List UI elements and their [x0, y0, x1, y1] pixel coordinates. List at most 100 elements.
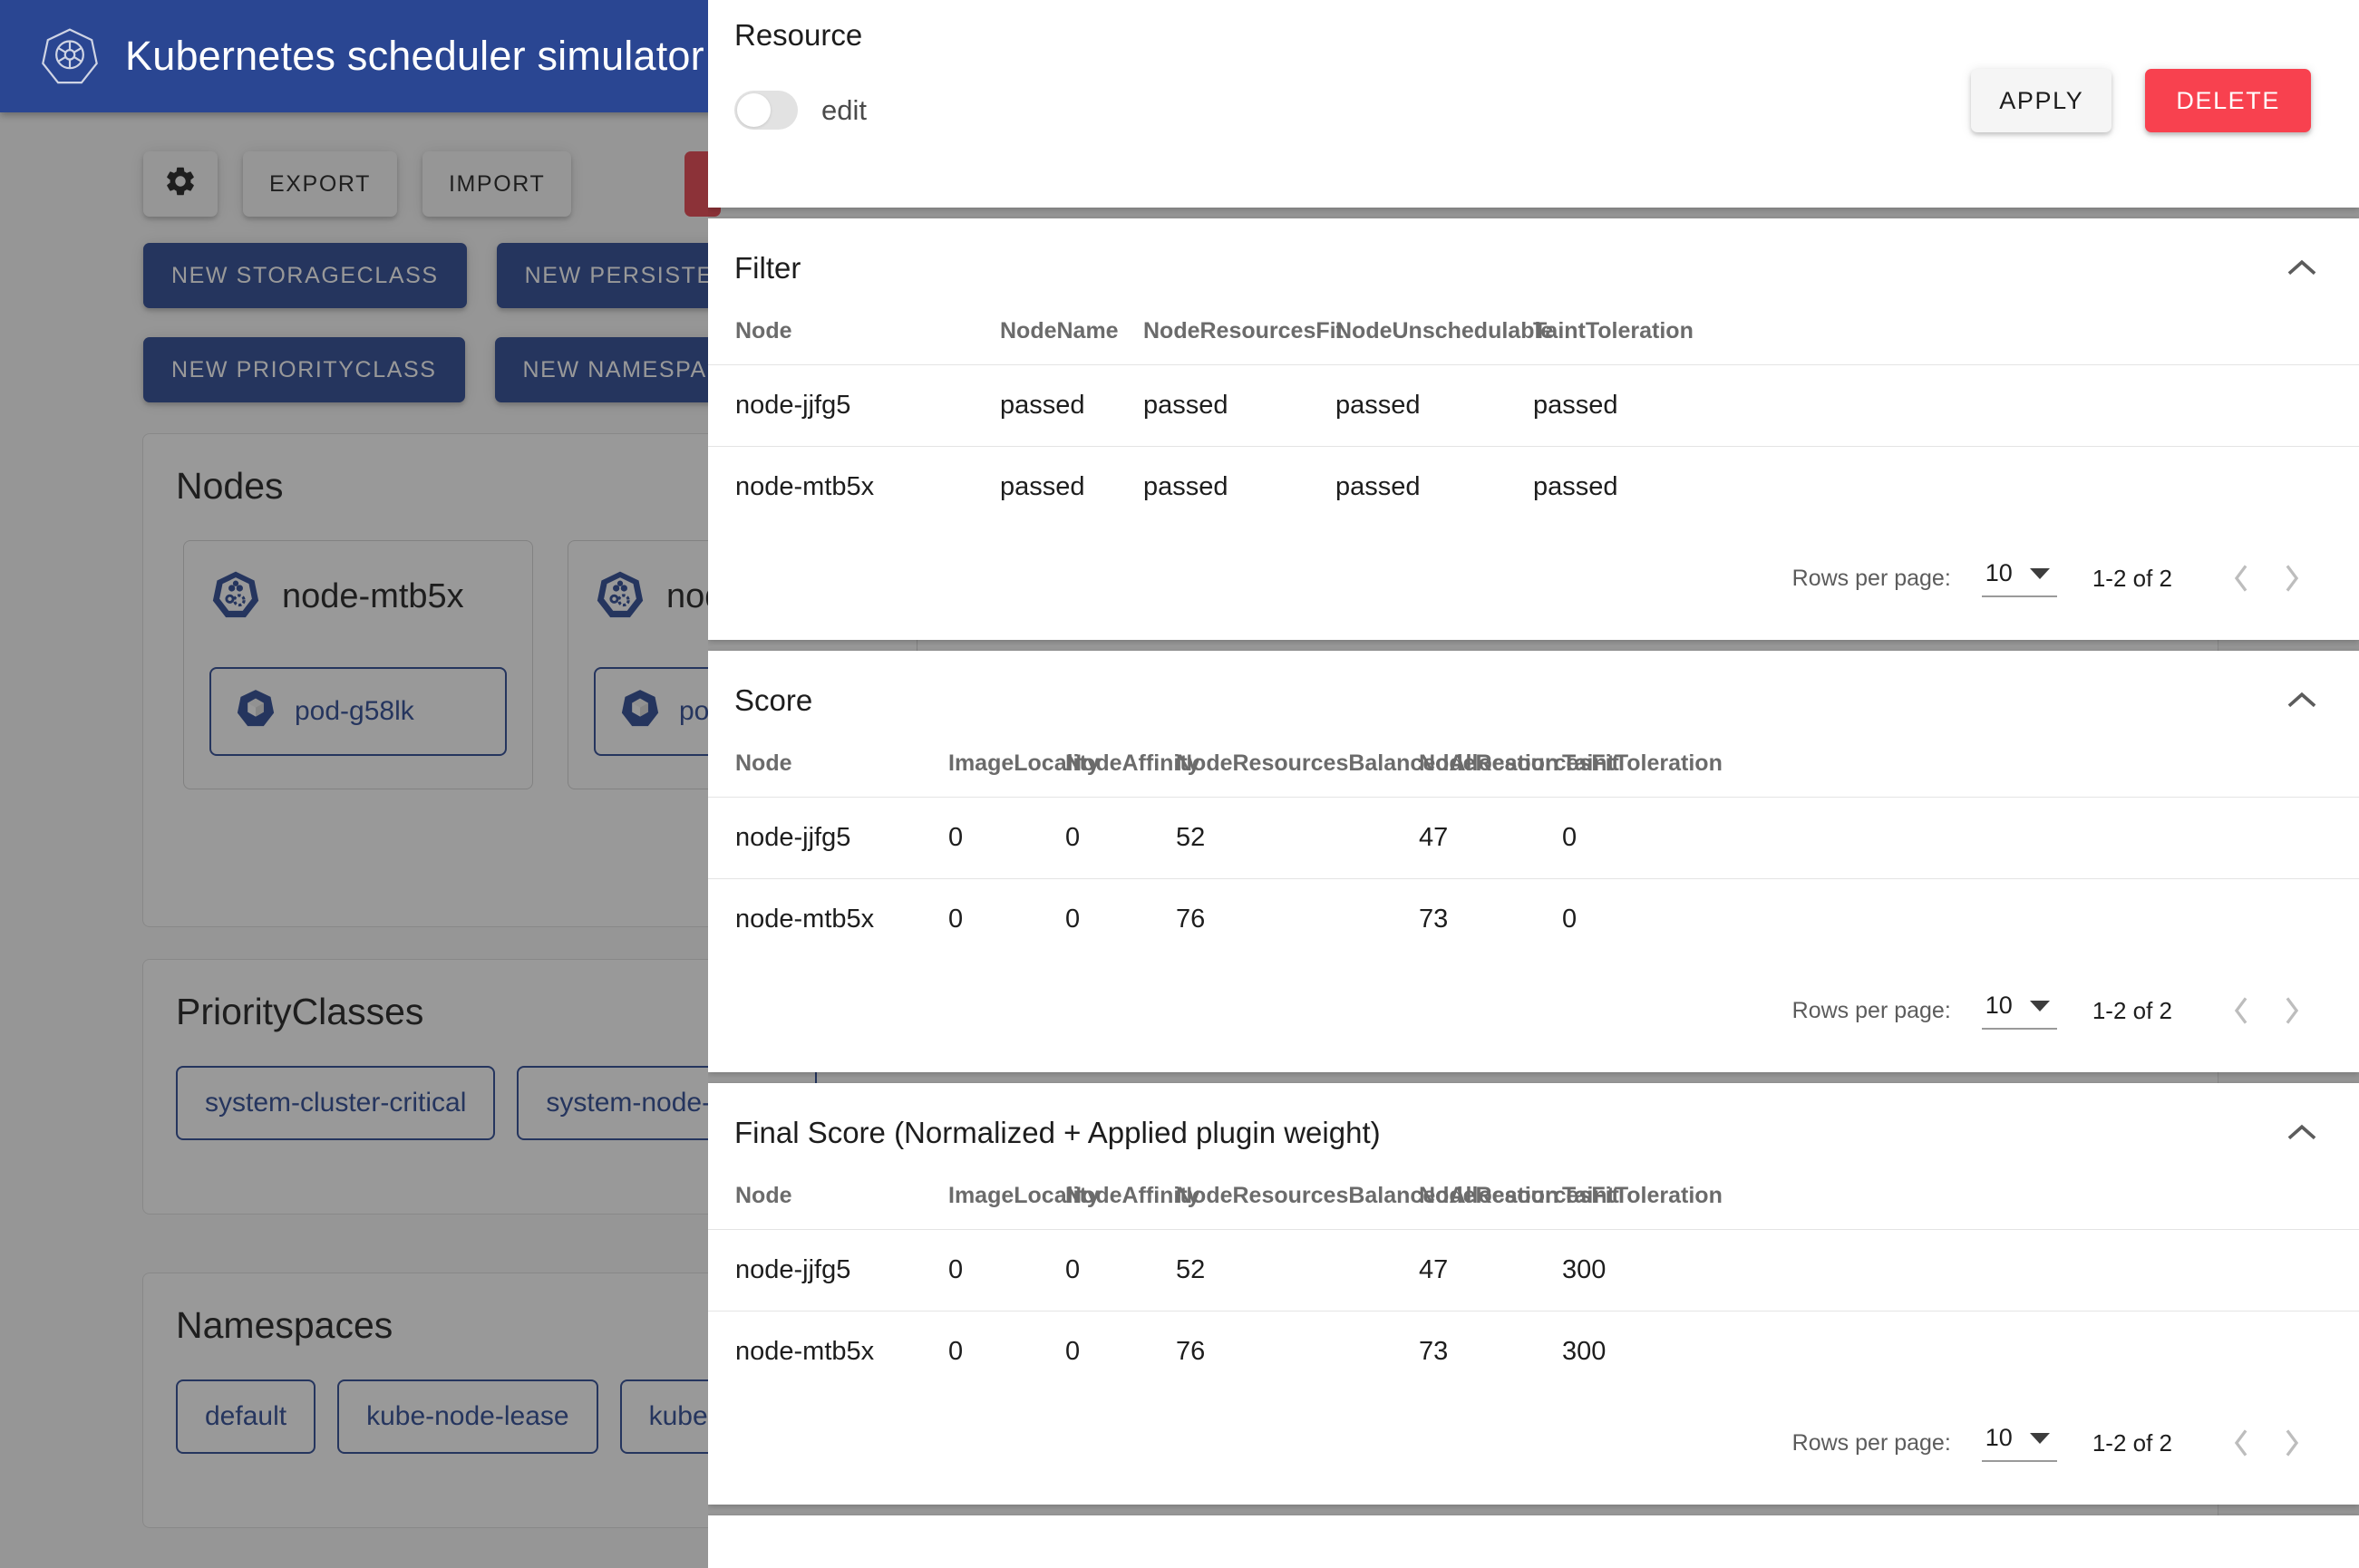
cell-value: passed: [1000, 446, 1143, 528]
cell-value: 0: [948, 1229, 1065, 1312]
column-header: NodeUnschedulable: [1335, 318, 1554, 344]
resource-actions: APPLY DELETE: [1971, 69, 2311, 132]
cell-value: 0: [1065, 1311, 1176, 1392]
namespaces-section-title: Namespaces: [176, 1304, 393, 1346]
column-header: Node: [735, 750, 792, 776]
cell-value: 0: [1065, 797, 1176, 879]
nodes-section-title: Nodes: [176, 465, 284, 507]
cell-value: 0: [1562, 878, 2359, 960]
final-score-section-title: Final Score (Normalized + Applied plugin…: [734, 1116, 1381, 1149]
table-header-row: Node NodeName NodeResourcesFit NodeUnsch…: [708, 318, 2359, 365]
table-row: node-jjfg5 0 0 52 47 0: [708, 797, 2359, 879]
resource-header-card: Resource edit APPLY DELETE: [708, 0, 2359, 208]
score-table: Node ImageLocality NodeAffinity NodeReso…: [708, 750, 2359, 960]
cell-value: 300: [1562, 1311, 2359, 1392]
apply-button[interactable]: APPLY: [1971, 69, 2112, 132]
delete-button[interactable]: DELETE: [2145, 69, 2311, 132]
chevron-up-icon[interactable]: [2286, 1123, 2317, 1141]
priorityclasses-section-title: PriorityClasses: [176, 991, 424, 1032]
column-header: NodeAffinity: [1065, 1183, 1200, 1208]
column-header: NodeResourcesFit: [1419, 1183, 1619, 1208]
cell-node: node-jjfg5: [708, 1229, 948, 1312]
score-pagination: Rows per page: 10 1-2 of 2: [708, 960, 2359, 1072]
settings-button[interactable]: [143, 151, 218, 217]
new-storageclass-button[interactable]: NEW STORAGECLASS: [143, 243, 467, 308]
cell-value: 300: [1562, 1229, 2359, 1312]
cell-node: node-mtb5x: [708, 446, 1000, 528]
filter-result-card: Filter Node NodeName NodeResourcesFit No…: [708, 218, 2359, 640]
table-row: node-mtb5x passed passed passed passed: [708, 446, 2359, 528]
chevron-down-icon: [2029, 567, 2050, 579]
column-header: Node: [735, 1183, 792, 1208]
cell-value: 76: [1176, 878, 1419, 960]
edit-toggle-row: edit: [734, 91, 867, 130]
cell-value: 0: [1065, 878, 1176, 960]
cell-value: 73: [1419, 1311, 1562, 1392]
final-score-result-card: Final Score (Normalized + Applied plugin…: [708, 1083, 2359, 1505]
prev-page-button[interactable]: [2216, 985, 2267, 1036]
column-header: ImageLocality: [948, 750, 1100, 776]
import-button[interactable]: IMPORT: [422, 151, 572, 217]
toolbar: EXPORT IMPORT: [143, 151, 572, 217]
page-range: 1-2 of 2: [2092, 1428, 2172, 1457]
kubernetes-wheel-icon: [40, 26, 100, 86]
namespace-chip[interactable]: default: [176, 1379, 316, 1454]
priorityclass-chip[interactable]: system-cluster-critical: [176, 1066, 496, 1140]
score-result-head: Score: [708, 651, 2359, 718]
new-priorityclass-button[interactable]: NEW PRIORITYCLASS: [143, 337, 465, 402]
score-result-card: Score Node ImageLocality NodeAffinity No…: [708, 651, 2359, 1072]
cell-value: 0: [948, 878, 1065, 960]
cell-value: passed: [1335, 446, 1533, 528]
app-title: Kubernetes scheduler simulator: [125, 33, 704, 79]
chevron-up-icon[interactable]: [2286, 691, 2317, 709]
page-range: 1-2 of 2: [2092, 996, 2172, 1024]
cell-value: 0: [948, 797, 1065, 879]
prev-page-button[interactable]: [2216, 553, 2267, 604]
kubernetes-node-icon: [209, 568, 262, 625]
pod-chip[interactable]: pod-g58lk: [209, 667, 507, 756]
next-page-button[interactable]: [2267, 1418, 2317, 1468]
rows-per-page-select[interactable]: 10: [1981, 992, 2057, 1030]
edit-toggle[interactable]: [734, 91, 798, 130]
resource-definition-card: Resource Definition: [708, 1515, 2359, 1568]
prev-page-button[interactable]: [2216, 1418, 2267, 1468]
chevron-down-icon: [2029, 1000, 2050, 1011]
chevron-up-icon[interactable]: [2286, 258, 2317, 276]
cell-value: passed: [1335, 364, 1533, 447]
column-header: NodeAffinity: [1065, 750, 1200, 776]
rows-per-page-select[interactable]: 10: [1981, 1424, 2057, 1462]
filter-section-title: Filter: [734, 251, 801, 285]
column-header: NodeResourcesFit: [1143, 318, 1344, 344]
table-row: node-jjfg5 0 0 52 47 300: [708, 1229, 2359, 1312]
table-row: node-mtb5x 0 0 76 73 0: [708, 878, 2359, 960]
next-page-button[interactable]: [2267, 553, 2317, 604]
rows-per-page-value: 10: [1985, 1424, 2013, 1451]
node-card[interactable]: node-mtb5x pod-g58lk: [183, 540, 533, 789]
cell-value: 0: [1562, 797, 2359, 879]
kubernetes-node-icon: [594, 568, 646, 625]
cell-value: passed: [1533, 446, 2359, 528]
priorityclass-chip-row: system-cluster-critical system-node-crit…: [143, 1033, 2218, 1176]
filter-result-head: Filter: [708, 218, 2359, 286]
rows-per-page-value: 10: [1985, 992, 2013, 1019]
node-name: node-mtb5x: [282, 577, 464, 615]
table-header-row: Node ImageLocality NodeAffinity NodeReso…: [708, 1183, 2359, 1230]
column-header: NodeResourcesBalancedAllocation: [1176, 750, 1559, 776]
namespace-chip[interactable]: kube-node-lease: [337, 1379, 598, 1454]
cell-value: 52: [1176, 797, 1419, 879]
cell-node: node-mtb5x: [708, 1311, 948, 1392]
column-header: NodeResourcesBalancedAllocation: [1176, 1183, 1559, 1208]
cell-value: 47: [1419, 1229, 1562, 1312]
toggle-knob: [737, 93, 771, 127]
table-row: node-jjfg5 passed passed passed passed: [708, 364, 2359, 447]
rows-per-page-label: Rows per page:: [1791, 997, 1951, 1023]
export-button[interactable]: EXPORT: [243, 151, 397, 217]
next-page-button[interactable]: [2267, 985, 2317, 1036]
create-row-2: NEW PRIORITYCLASS NEW NAMESPACE: [143, 337, 770, 402]
resource-panel-title: Resource: [734, 18, 863, 52]
cell-value: passed: [1143, 364, 1335, 447]
table-header-row: Node ImageLocality NodeAffinity NodeReso…: [708, 750, 2359, 798]
rows-per-page-select[interactable]: 10: [1981, 559, 2057, 597]
resource-definition-title: Resource Definition: [708, 1515, 2359, 1568]
cell-value: passed: [1143, 446, 1335, 528]
